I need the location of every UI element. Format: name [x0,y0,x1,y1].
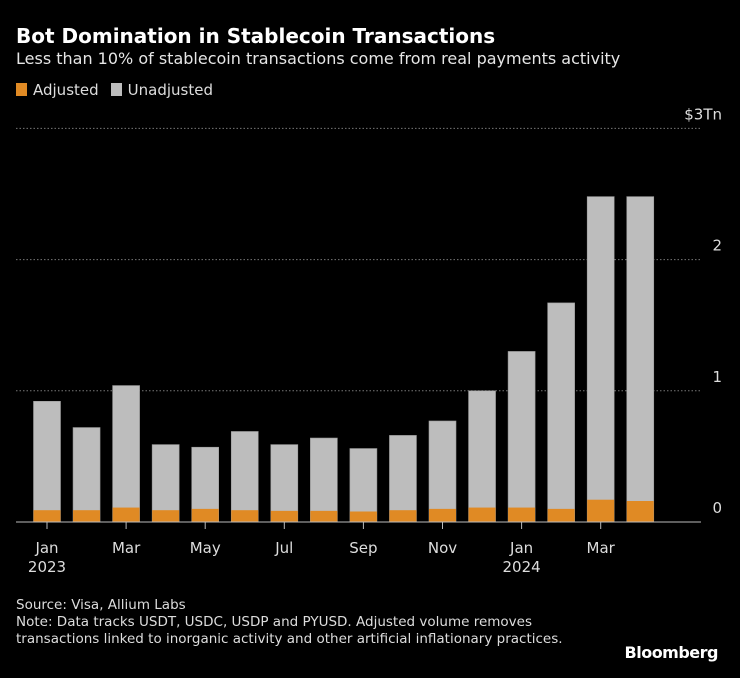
bar-unadjusted [468,390,496,523]
bar-unadjusted [33,400,61,523]
bar-adjusted [112,507,140,522]
x-tick-label: Sep [349,539,377,557]
bar-adjusted [587,499,615,522]
legend: Adjusted Unadjusted [16,81,213,99]
bar-unadjusted [586,196,615,523]
legend-item-unadjusted: Unadjusted [110,81,213,99]
bar-adjusted [547,508,575,522]
bar-adjusted [152,510,180,522]
bar-unadjusted [270,444,299,523]
source-text: Source: Visa, Allium Labs [16,597,186,613]
x-tick-year: 2023 [28,558,66,576]
x-tick-label: Jan [34,539,58,557]
y-tick-label: $3Tn [684,105,722,123]
bar-adjusted [270,510,298,522]
y-tick-label: 2 [712,237,722,255]
bar-adjusted [191,508,219,522]
bar-unadjusted [389,435,417,523]
legend-swatch [110,83,122,96]
note-text: Note: Data tracks USDT, USDC, USDP and P… [16,614,563,647]
bar-unadjusted [72,427,101,523]
y-tick-label: 1 [712,368,722,386]
x-tick-label: May [190,539,221,557]
legend-swatch [16,83,27,96]
bar-unadjusted [310,437,338,523]
x-tick-label: Jul [274,539,293,557]
bar-unadjusted [626,196,655,523]
chart-title: Bot Domination in Stablecoin Transaction… [16,24,496,48]
x-tick-label: Mar [112,539,141,557]
bar-adjusted [349,511,377,522]
bar-unadjusted [428,420,457,523]
bar-adjusted [429,508,456,522]
bar-unadjusted [507,351,536,523]
legend-label: Adjusted [33,81,99,99]
bar-unadjusted [230,431,259,523]
bloomberg-logo: Bloomberg [624,643,719,662]
chart-subtitle: Less than 10% of stablecoin transactions… [16,49,621,68]
x-tick-year: 2024 [503,558,541,576]
bar-adjusted [626,501,654,522]
x-tick-label: Nov [428,539,457,557]
bar-unadjusted [112,385,140,523]
y-tick-label: 0 [712,499,722,517]
bar-adjusted [508,507,536,522]
legend-label: Unadjusted [127,81,213,99]
x-tick-label: Mar [587,539,616,557]
bar-unadjusted [547,302,575,523]
bar-adjusted [389,510,417,522]
x-tick-label: Jan [509,539,533,557]
bar-adjusted [231,510,259,522]
bar-adjusted [33,510,61,522]
bar-adjusted [468,507,496,522]
footnote: Source: Visa, Allium Labs Note: Data tra… [16,597,616,648]
bar-adjusted [310,510,338,522]
bar-unadjusted [349,448,378,523]
bar-adjusted [73,510,101,522]
legend-item-adjusted: Adjusted [16,81,99,99]
